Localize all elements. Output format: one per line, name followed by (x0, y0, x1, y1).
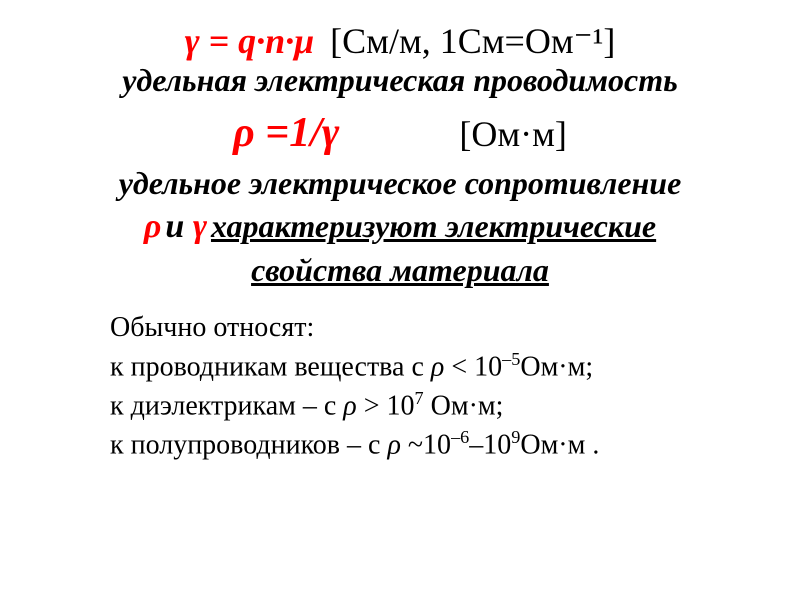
resistivity-caption: удельное электрическое сопротивление (40, 165, 760, 202)
l1-b: < 10 (444, 351, 502, 382)
gamma-formula: γ = q·n·μ (185, 20, 315, 62)
formula-rho-line: ρ =1/γ [Ом·м] (40, 109, 760, 157)
conductivity-caption: удельная электрическая проводимость (40, 62, 760, 99)
l2-rho: ρ (343, 390, 356, 421)
l3-a: к полупроводников – с (110, 429, 387, 460)
l3-exp1: –6 (451, 427, 469, 447)
l3-b: ~10 (401, 429, 451, 460)
rho-formula: ρ =1/γ (233, 109, 339, 157)
l1-c: Ом·м; (520, 351, 593, 382)
l1-a: к проводникам вещества с (110, 351, 431, 382)
rho-symbol: ρ (144, 208, 162, 245)
l3-rho: ρ (387, 429, 400, 460)
l3-mid: –10 (469, 429, 511, 460)
and-text: и (165, 208, 192, 245)
formula-gamma-line: γ = q·n·μ [См/м, 1См=Ом⁻¹] (40, 20, 760, 62)
characterize-line-1: ρ и γ характеризуют электрические (40, 208, 760, 246)
characterize-line-2: свойства материала (40, 252, 760, 289)
conductors-line: к проводникам вещества с ρ < 10–5Ом·м; (110, 347, 760, 386)
intro-text: Обычно относят: (110, 309, 760, 347)
dielectrics-line: к диэлектрикам – с ρ > 107 Ом·м; (110, 386, 760, 425)
classification-block: Обычно относят: к проводникам вещества с… (40, 309, 760, 464)
rho-units: [Ом·м] (459, 113, 567, 155)
l1-rho: ρ (431, 351, 444, 382)
char-text-1: характеризуют электрические (211, 208, 656, 244)
l2-a: к диэлектрикам – с (110, 390, 343, 421)
semiconductors-line: к полупроводников – с ρ ~10–6–109Ом·м . (110, 425, 760, 464)
char-text-2: свойства материала (251, 252, 549, 288)
l3-c: Ом·м . (520, 429, 599, 460)
l2-c: Ом·м; (424, 390, 504, 421)
l1-exp: –5 (502, 349, 520, 369)
gamma-symbol: γ (193, 208, 207, 245)
l2-b: > 10 (357, 390, 415, 421)
l2-exp: 7 (415, 388, 424, 408)
l3-exp2: 9 (511, 427, 520, 447)
gamma-units: [См/м, 1См=Ом⁻¹] (330, 20, 615, 62)
